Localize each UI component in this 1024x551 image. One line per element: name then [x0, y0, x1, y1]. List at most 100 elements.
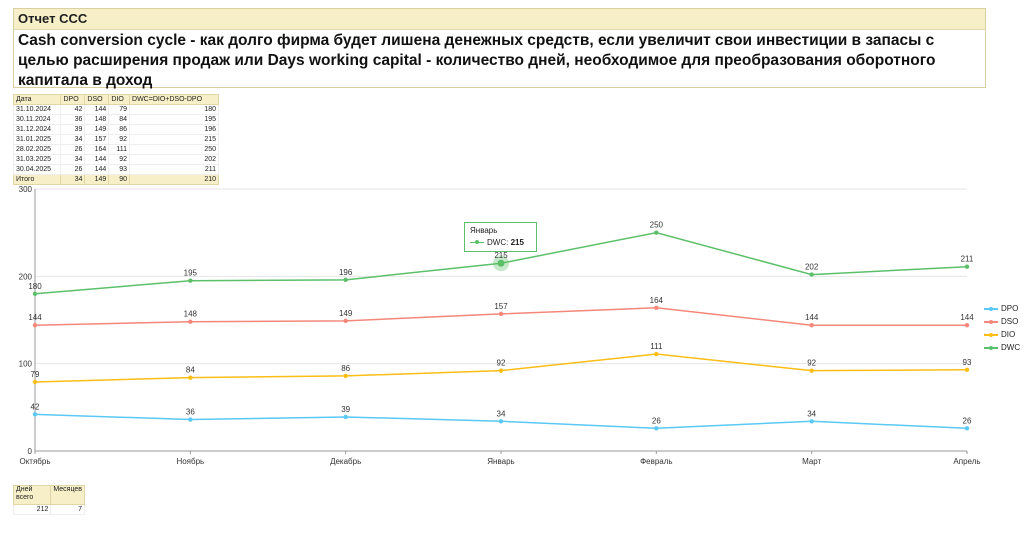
total-cell: 149 [84, 174, 110, 185]
chart-tooltip: Январь DWC: 215 [464, 222, 537, 252]
y-tick-label: 0 [28, 447, 33, 456]
table-row[interactable]: 30.11.2024 36 148 84 195 [12, 114, 219, 125]
data-point [809, 323, 814, 328]
data-label: 202 [805, 263, 819, 272]
data-label: 144 [28, 313, 42, 322]
table-row[interactable]: 31.03.2025 34 144 92 202 [12, 154, 219, 165]
table-cell: 28.02.2025 [12, 144, 62, 155]
table-cell: 39 [60, 124, 86, 135]
y-tick-label: 300 [19, 185, 33, 194]
table-total-row: Итого 34 149 90 210 [12, 174, 219, 185]
column-header[interactable]: DWC=DIO+DSO-DPO [129, 94, 219, 105]
table-row[interactable]: 31.10.2024 42 144 79 180 [12, 104, 219, 115]
table-cell: 31.01.2025 [12, 134, 62, 145]
total-cell: 210 [129, 174, 219, 185]
table-cell: 196 [129, 124, 219, 135]
data-label: 26 [652, 416, 661, 425]
table-row[interactable]: 31.12.2024 39 149 86 196 [12, 124, 219, 135]
table-cell: 26 [60, 164, 86, 175]
data-label: 215 [494, 251, 508, 260]
legend-item-dio[interactable]: DIO [984, 328, 1020, 341]
data-point [809, 272, 814, 277]
x-tick-label: Декабрь [330, 457, 361, 466]
table-row[interactable]: 31.01.2025 34 157 92 215 [12, 134, 219, 145]
tooltip-value: 215 [510, 238, 524, 247]
data-point [32, 291, 38, 296]
tooltip-series-label: DWC: [487, 238, 509, 247]
legend-swatch [984, 318, 998, 326]
table-cell: 42 [60, 104, 86, 115]
data-point [654, 305, 659, 310]
tooltip-series-marker [470, 240, 484, 244]
summary-row: 212 7 [12, 504, 85, 515]
data-point [497, 259, 505, 267]
column-header[interactable]: DSO [84, 94, 110, 105]
data-point [498, 311, 504, 317]
x-tick-label: Ноябрь [176, 457, 204, 466]
table-cell: 144 [84, 164, 110, 175]
data-label: 157 [494, 302, 508, 311]
table-cell: 36 [60, 114, 86, 125]
data-point [343, 318, 348, 324]
legend-swatch [984, 344, 998, 352]
data-label: 196 [339, 268, 353, 277]
summary-cell: 212 [12, 504, 52, 515]
table-cell: 195 [129, 114, 219, 125]
data-point [498, 419, 504, 424]
data-point [188, 319, 193, 324]
table-cell: 92 [108, 154, 131, 165]
table-row[interactable]: 30.04.2025 26 144 93 211 [12, 164, 219, 175]
data-point [188, 375, 193, 380]
data-label: 148 [184, 310, 198, 319]
report-subtitle: Cash conversion cycle - как долго фирма … [18, 32, 936, 89]
table-cell: 31.12.2024 [12, 124, 62, 135]
data-point [654, 230, 659, 235]
x-tick-label: Февраль [640, 457, 673, 466]
data-label: 34 [807, 409, 816, 418]
column-header[interactable]: DIO [108, 94, 131, 105]
data-point [343, 373, 348, 379]
data-point [809, 419, 814, 424]
data-point [964, 426, 970, 431]
data-point [343, 277, 348, 283]
summary-header-row: Дней всего Месяцев [12, 485, 85, 505]
data-label: 180 [28, 282, 42, 291]
table-cell: 215 [129, 134, 219, 145]
column-header[interactable]: Дата [12, 94, 62, 105]
chart-legend: DPO DSO DIO DWC [984, 302, 1020, 354]
legend-item-dpo[interactable]: DPO [984, 302, 1020, 315]
ccc-line-chart: 0 100 200 300 Октябрь Ноябрь Декабрь Январь Февр… [19, 185, 981, 466]
table-cell: 148 [84, 114, 110, 125]
data-label: 86 [341, 364, 350, 373]
x-tick-label: Март [802, 457, 821, 466]
legend-swatch [984, 305, 998, 313]
legend-label: DWC [1001, 343, 1021, 352]
data-point [964, 323, 970, 328]
data-label: 79 [31, 370, 40, 379]
data-label: 36 [186, 408, 195, 417]
table-cell: 250 [129, 144, 219, 155]
legend-label: DPO [1001, 304, 1019, 313]
y-tick-label: 100 [19, 360, 33, 369]
data-label: 84 [186, 366, 195, 375]
table-cell: 79 [108, 104, 131, 115]
data-label: 211 [961, 255, 974, 264]
data-point [498, 368, 504, 373]
data-point [809, 368, 814, 373]
data-point [964, 264, 970, 269]
legend-item-dwc[interactable]: DWC [984, 341, 1020, 354]
summary-header[interactable]: Месяцев [50, 485, 85, 505]
summary-header[interactable]: Дней всего [12, 485, 52, 505]
table-cell: 34 [60, 154, 86, 165]
table-cell: 92 [108, 134, 131, 145]
table-row[interactable]: 28.02.2025 26 164 111 250 [12, 144, 219, 155]
legend-swatch [984, 331, 998, 339]
x-tick-label: Январь [487, 457, 514, 466]
legend-item-dso[interactable]: DSO [984, 315, 1020, 328]
data-label: 144 [960, 313, 974, 322]
column-header[interactable]: DPO [60, 94, 86, 105]
data-point [188, 417, 193, 422]
data-point [343, 414, 348, 420]
table-cell: 34 [60, 134, 86, 145]
data-label: 26 [963, 416, 972, 425]
